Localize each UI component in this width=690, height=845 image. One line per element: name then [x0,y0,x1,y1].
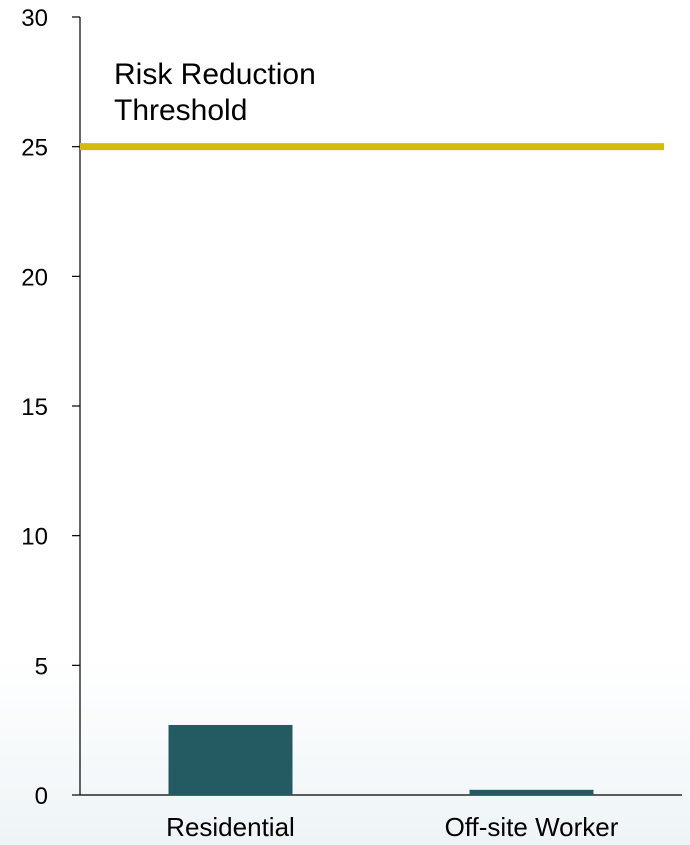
threshold-label-line: Risk Reduction [114,58,316,91]
threshold-label-line: Threshold [114,94,247,127]
bar-residential [168,724,293,795]
y-tick-label: 20 [21,264,48,291]
y-tick-label: 15 [21,394,48,421]
y-tick-label: 5 [35,653,48,680]
y-tick-label: 25 [21,135,48,162]
threshold-label: Risk Reduction Threshold [114,58,316,127]
bar-off-site-worker [469,789,594,795]
y-tick-label: 10 [21,524,48,551]
axes: 0 5 10 15 20 25 30 [21,5,682,810]
bars [168,724,594,795]
y-tick-label: 0 [35,783,48,810]
x-category-label: Off-site Worker [445,812,619,842]
y-tick-label: 30 [21,5,48,32]
x-category-label: Residential [166,812,295,842]
labels: Residential Off-site Worker Risk Reduction… [114,58,619,842]
